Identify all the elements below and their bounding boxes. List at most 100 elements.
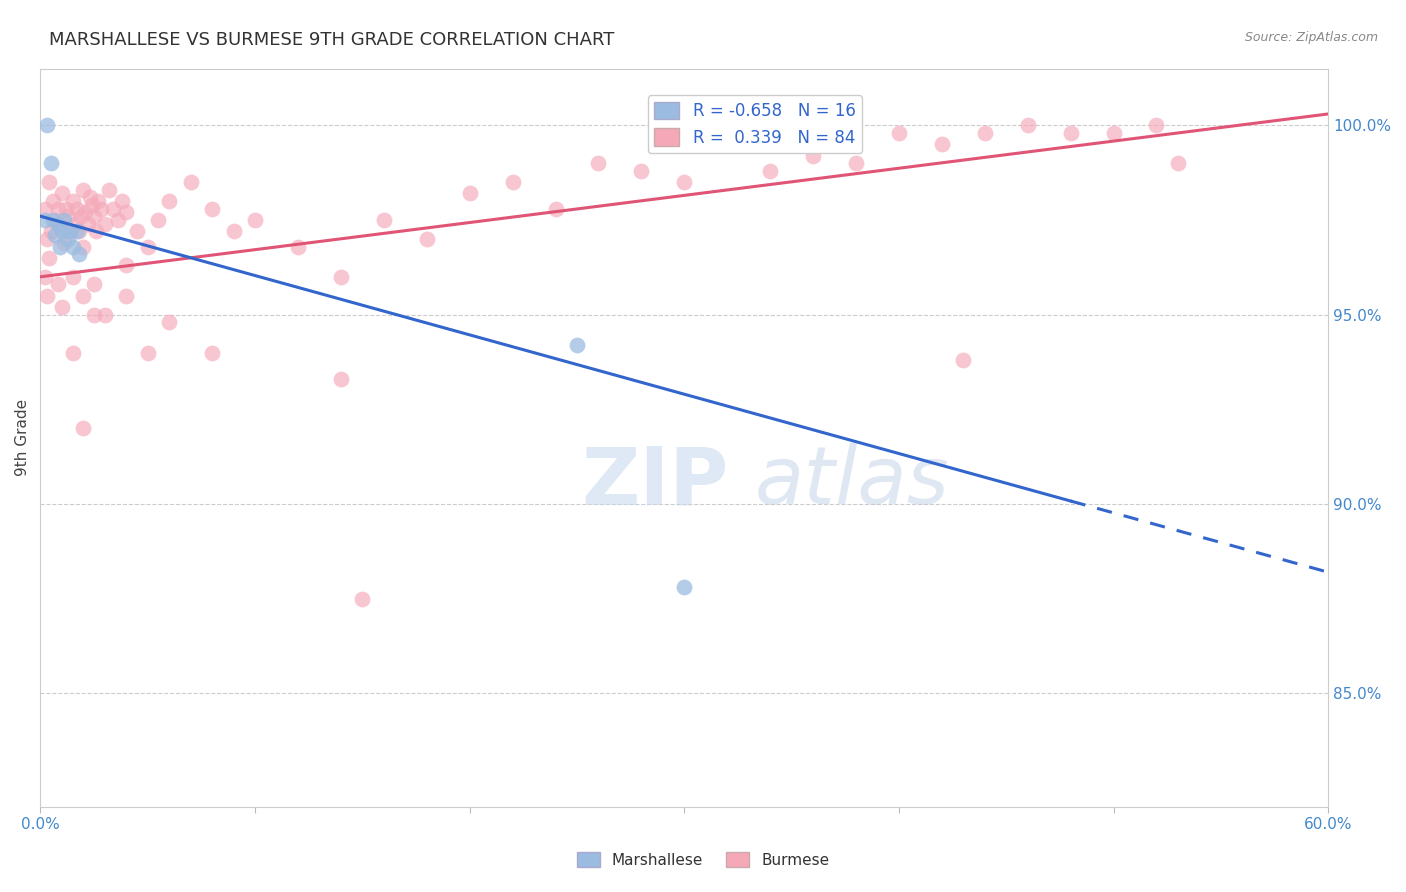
Point [565, 338, 588, 352]
Point [46, 202, 69, 216]
Point [458, 186, 481, 201]
Point [63, 217, 86, 231]
Point [55, 202, 77, 216]
Point [148, 213, 170, 227]
Legend: R = -0.658   N = 16, R =  0.339   N = 84: R = -0.658 N = 16, R = 0.339 N = 84 [648, 95, 862, 153]
Point [111, 194, 134, 208]
Point [42, 194, 65, 208]
Point [51, 224, 73, 238]
Point [48, 239, 70, 253]
Point [94, 308, 117, 322]
Legend: Marshallese, Burmese: Marshallese, Burmese [571, 846, 835, 873]
Point [83, 277, 105, 292]
Point [1102, 126, 1125, 140]
Point [46, 217, 69, 231]
Point [801, 148, 824, 162]
Point [243, 213, 266, 227]
Point [1146, 118, 1168, 132]
Point [80, 198, 103, 212]
Point [62, 239, 84, 253]
Point [48, 220, 70, 235]
Point [329, 269, 352, 284]
Point [39, 224, 62, 238]
Point [329, 372, 352, 386]
Point [201, 202, 224, 216]
Point [62, 345, 84, 359]
Point [673, 580, 696, 594]
Point [72, 239, 94, 253]
Point [70, 209, 93, 223]
Point [62, 269, 84, 284]
Point [845, 156, 868, 170]
Point [44, 213, 66, 227]
Point [887, 126, 910, 140]
Point [115, 289, 138, 303]
Point [759, 163, 782, 178]
Point [53, 235, 76, 250]
Point [107, 213, 129, 227]
Point [34, 213, 56, 227]
Point [72, 183, 94, 197]
Point [94, 217, 117, 231]
Point [157, 315, 180, 329]
Point [136, 239, 159, 253]
Point [79, 190, 101, 204]
Point [67, 224, 90, 238]
Point [716, 137, 738, 152]
Text: ZIP: ZIP [581, 443, 728, 521]
Point [416, 232, 439, 246]
Point [287, 239, 309, 253]
Point [673, 175, 696, 189]
Point [72, 421, 94, 435]
Text: atlas: atlas [755, 443, 950, 521]
Text: Source: ZipAtlas.com: Source: ZipAtlas.com [1244, 31, 1378, 45]
Point [201, 345, 224, 359]
Point [222, 224, 245, 238]
Point [84, 224, 107, 238]
Point [1167, 156, 1189, 170]
Point [66, 224, 89, 238]
Point [75, 205, 97, 219]
Point [502, 175, 524, 189]
Point [373, 213, 395, 227]
Point [53, 213, 76, 227]
Point [87, 194, 110, 208]
Point [38, 175, 60, 189]
Point [35, 289, 58, 303]
Point [125, 224, 148, 238]
Point [115, 205, 138, 219]
Point [67, 247, 90, 261]
Text: MARSHALLESE VS BURMESE 9TH GRADE CORRELATION CHART: MARSHALLESE VS BURMESE 9TH GRADE CORRELA… [49, 31, 614, 49]
Point [83, 308, 105, 322]
Point [44, 228, 66, 243]
Point [59, 224, 82, 238]
Point [72, 289, 94, 303]
Point [51, 300, 73, 314]
Point [931, 137, 953, 152]
Point [66, 202, 89, 216]
Point [98, 183, 121, 197]
Point [180, 175, 202, 189]
Point [103, 202, 125, 216]
Point [630, 163, 652, 178]
Point [157, 194, 180, 208]
Point [89, 202, 111, 216]
Point [59, 224, 82, 238]
Point [544, 202, 567, 216]
Point [115, 259, 138, 273]
Point [588, 156, 610, 170]
Point [1059, 126, 1081, 140]
Point [973, 126, 995, 140]
Point [46, 277, 69, 292]
Point [35, 118, 58, 132]
Point [35, 232, 58, 246]
Point [58, 232, 80, 246]
Point [952, 353, 974, 368]
Y-axis label: 9th Grade: 9th Grade [15, 400, 30, 476]
Point [39, 156, 62, 170]
Point [83, 209, 105, 223]
Point [136, 345, 159, 359]
Point [58, 209, 80, 223]
Point [34, 202, 56, 216]
Point [1017, 118, 1039, 132]
